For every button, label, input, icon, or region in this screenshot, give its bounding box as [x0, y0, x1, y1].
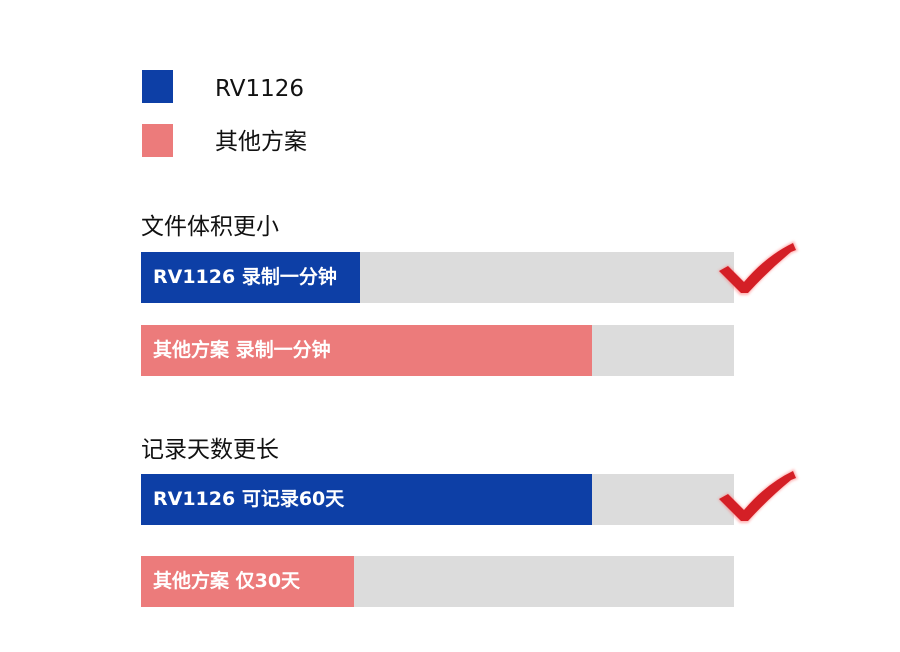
bar: RV1126 可记录60天	[141, 474, 592, 525]
bar: 其他方案 仅30天	[141, 556, 355, 607]
bar-label: 其他方案 录制一分钟	[153, 339, 331, 361]
legend-swatch-rv1126	[142, 70, 173, 103]
bar-track: 其他方案 录制一分钟	[141, 325, 734, 376]
checkmark-icon	[718, 469, 798, 523]
bar-label: RV1126 可记录60天	[153, 488, 345, 510]
bar: RV1126 录制一分钟	[141, 252, 361, 303]
group-title: 文件体积更小	[141, 214, 279, 240]
bar-track: 其他方案 仅30天	[141, 556, 734, 607]
bar-track: RV1126 可记录60天	[141, 474, 734, 525]
legend-swatch-other	[142, 124, 173, 157]
bar: 其他方案 录制一分钟	[141, 325, 592, 376]
bar-track: RV1126 录制一分钟	[141, 252, 734, 303]
bar-label: 其他方案 仅30天	[153, 570, 301, 592]
legend-label-other: 其他方案	[215, 129, 307, 155]
legend-label-rv1126: RV1126	[215, 76, 304, 102]
group-title: 记录天数更长	[141, 437, 279, 463]
bar-label: RV1126 录制一分钟	[153, 266, 337, 288]
checkmark-icon	[718, 241, 798, 295]
